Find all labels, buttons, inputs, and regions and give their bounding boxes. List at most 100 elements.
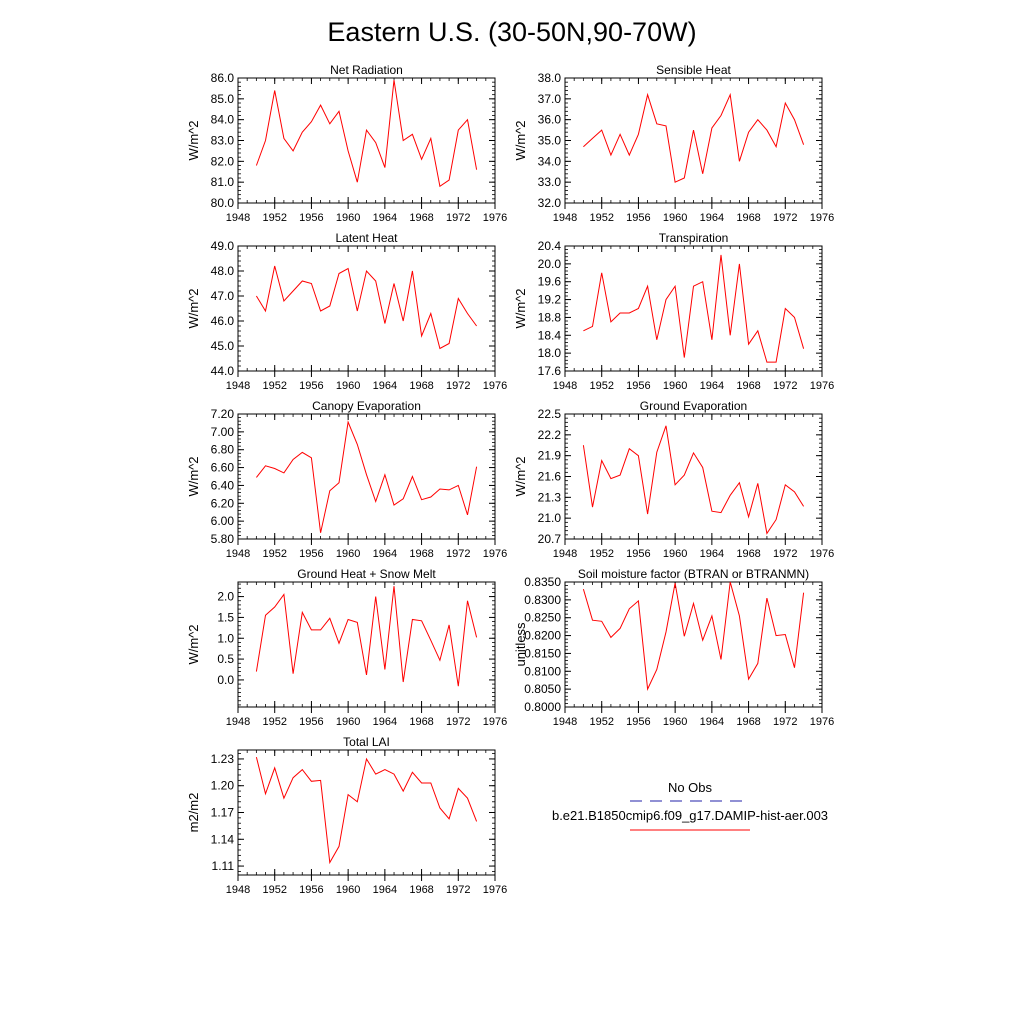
y-axis-label: W/m^2: [186, 288, 201, 328]
panel-title: Total LAI: [343, 735, 390, 749]
y-tick-label: 37.0: [538, 92, 562, 106]
series-line: [255, 756, 478, 865]
x-tick-label: 1972: [446, 548, 470, 560]
y-tick-label: 48.0: [211, 264, 235, 278]
y-axis-label: m2/m2: [186, 793, 201, 833]
x-tick-label: 1976: [483, 212, 507, 224]
plot-frame: [237, 581, 496, 708]
x-tick-label: 1952: [262, 716, 286, 728]
panel-title: Transpiration: [659, 231, 729, 245]
y-tick-label: 44.0: [211, 364, 235, 378]
y-tick-label: 0.8250: [524, 611, 561, 625]
x-tick-label: 1976: [483, 548, 507, 560]
y-axis-label: unitless: [513, 622, 528, 667]
x-tick-label: 1964: [373, 212, 397, 224]
y-tick-label: 33.0: [538, 175, 562, 189]
panel-2: Latent Heat W/m^2 44.0 45.0 46.0 47.0 48.0 49.0…: [186, 231, 507, 392]
y-tick-label: 6.80: [211, 443, 235, 457]
x-tick-label: 1972: [773, 212, 797, 224]
series-line: [255, 265, 478, 350]
y-tick-label: 38.0: [538, 71, 562, 85]
x-tick-label: 1976: [810, 212, 834, 224]
series-line: [582, 581, 805, 691]
y-tick-label: 5.80: [211, 532, 235, 546]
y-tick-label: 7.20: [211, 407, 235, 421]
y-axis-label: W/m^2: [186, 624, 201, 664]
x-tick-label: 1968: [409, 380, 433, 392]
x-tick-label: 1960: [336, 548, 360, 560]
x-tick-label: 1972: [446, 884, 470, 896]
y-tick-label: 84.0: [211, 113, 235, 127]
y-tick-label: 20.7: [538, 532, 562, 546]
legend-obs-label: No Obs: [668, 780, 713, 795]
y-tick-label: 6.40: [211, 478, 235, 492]
y-tick-label: 19.2: [538, 293, 562, 307]
plot-frame: [237, 413, 496, 540]
x-tick-label: 1960: [663, 548, 687, 560]
panel-title: Latent Heat: [335, 231, 398, 245]
y-tick-label: 46.0: [211, 314, 235, 328]
x-tick-label: 1964: [700, 212, 724, 224]
legend-model-label: b.e21.B1850cmip6.f09_g17.DAMIP-hist-aer.…: [552, 808, 828, 823]
x-tick-label: 1956: [299, 548, 323, 560]
x-tick-label: 1972: [446, 212, 470, 224]
panels: Net Radiation W/m^2 80.0 81.0 82.0 83.0 84.0 85…: [186, 63, 834, 896]
legend: No Obs b.e21.B1850cmip6.f09_g17.DAMIP-hi…: [552, 780, 828, 831]
panel-0: Net Radiation W/m^2 80.0 81.0 82.0 83.0 84.0 85…: [186, 63, 507, 224]
x-tick-label: 1964: [373, 548, 397, 560]
y-tick-label: 1.14: [211, 832, 235, 846]
y-tick-label: 32.0: [538, 196, 562, 210]
series-line: [255, 80, 478, 188]
x-tick-label: 1968: [409, 548, 433, 560]
x-tick-label: 1972: [446, 380, 470, 392]
y-tick-label: 18.8: [538, 310, 562, 324]
x-tick-label: 1956: [299, 212, 323, 224]
panel-8: Total LAI m2/m2 1.11 1.14 1.17 1.20 1.23 1948 19…: [186, 735, 507, 896]
x-tick-label: 1968: [409, 884, 433, 896]
x-tick-label: 1964: [700, 548, 724, 560]
x-tick-label: 1952: [589, 212, 613, 224]
y-tick-label: 80.0: [211, 196, 235, 210]
y-tick-label: 21.9: [538, 449, 562, 463]
y-tick-label: 22.5: [538, 407, 562, 421]
plot-frame: [564, 413, 823, 540]
x-tick-label: 1948: [226, 716, 250, 728]
plot-frame: [564, 77, 823, 204]
x-tick-label: 1976: [810, 380, 834, 392]
y-tick-label: 7.00: [211, 425, 235, 439]
x-tick-label: 1960: [336, 884, 360, 896]
y-tick-label: 82.0: [211, 154, 235, 168]
y-tick-label: 20.0: [538, 257, 562, 271]
panel-title: Sensible Heat: [656, 63, 731, 77]
x-tick-label: 1956: [626, 212, 650, 224]
panel-title: Canopy Evaporation: [312, 399, 421, 413]
y-tick-label: 0.8200: [524, 629, 561, 643]
y-axis-label: W/m^2: [513, 288, 528, 328]
x-tick-label: 1956: [299, 380, 323, 392]
x-tick-label: 1960: [336, 380, 360, 392]
x-tick-label: 1976: [810, 716, 834, 728]
panel-4: Canopy Evaporation W/m^2 5.80 6.00 6.20 6.40 6…: [186, 399, 507, 560]
y-tick-label: 1.20: [211, 779, 235, 793]
y-tick-label: 20.4: [538, 239, 562, 253]
x-tick-label: 1952: [589, 380, 613, 392]
y-tick-label: 18.4: [538, 328, 562, 342]
y-tick-label: 21.3: [538, 490, 562, 504]
y-tick-label: 19.6: [538, 275, 562, 289]
x-tick-label: 1964: [700, 716, 724, 728]
y-tick-label: 0.8300: [524, 593, 561, 607]
x-tick-label: 1956: [626, 716, 650, 728]
figure-title: Eastern U.S. (30-50N,90-70W): [327, 17, 696, 47]
y-tick-label: 6.20: [211, 496, 235, 510]
series-line: [583, 92, 805, 183]
x-tick-label: 1956: [626, 548, 650, 560]
y-tick-label: 0.8100: [524, 664, 561, 678]
y-tick-label: 1.0: [217, 631, 234, 645]
y-tick-label: 0.8350: [524, 575, 561, 589]
x-tick-label: 1972: [446, 716, 470, 728]
x-tick-label: 1948: [553, 548, 577, 560]
y-tick-label: 0.8050: [524, 682, 561, 696]
x-tick-label: 1976: [810, 548, 834, 560]
x-tick-label: 1948: [226, 884, 250, 896]
